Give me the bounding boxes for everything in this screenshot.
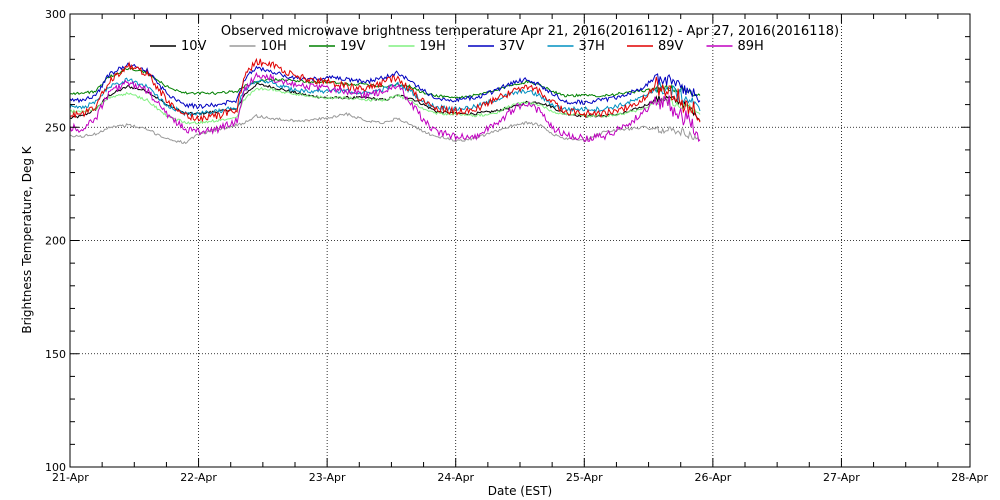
legend-label-19H: 19H bbox=[420, 39, 446, 54]
series-line-89V bbox=[69, 57, 701, 123]
series-line-37H bbox=[69, 77, 701, 117]
grid-lines bbox=[70, 14, 970, 467]
x-tick-label: 25-Apr bbox=[566, 471, 603, 484]
x-tick-label: 28-Apr bbox=[951, 471, 988, 484]
y-tick-labels: 100 150 200 250 300 bbox=[45, 8, 66, 474]
legend-label-19V: 19V bbox=[340, 39, 366, 54]
axis-ticks bbox=[69, 13, 971, 468]
series-line-10V bbox=[69, 82, 701, 122]
series-lines bbox=[69, 57, 701, 145]
x-tick-label: 24-Apr bbox=[437, 471, 474, 484]
y-tick-label: 200 bbox=[45, 235, 66, 248]
legend-label-89H: 89H bbox=[738, 39, 764, 54]
x-tick-label: 23-Apr bbox=[309, 471, 346, 484]
y-axis-label: Brightness Temperature, Deg K bbox=[20, 145, 34, 333]
legend-label-10V: 10V bbox=[181, 39, 207, 54]
series-line-19H bbox=[69, 86, 701, 125]
y-tick-label: 150 bbox=[45, 348, 66, 361]
series-line-19V bbox=[69, 67, 701, 99]
legend: 10V 10H 19V 19H 37V 37H 89V 89H bbox=[150, 39, 764, 54]
y-tick-label: 100 bbox=[45, 461, 66, 474]
legend-label-89V: 89V bbox=[658, 39, 684, 54]
x-tick-labels: 21-Apr 22-Apr 23-Apr 24-Apr 25-Apr 26-Apr 27-A… bbox=[52, 471, 988, 484]
legend-label-37H: 37H bbox=[579, 39, 605, 54]
chart-title: Observed microwave brightness temperatur… bbox=[221, 24, 839, 39]
x-tick-label: 22-Apr bbox=[180, 471, 217, 484]
legend-label-37V: 37V bbox=[499, 39, 525, 54]
y-tick-label: 300 bbox=[45, 8, 66, 21]
y-tick-label: 250 bbox=[45, 121, 66, 134]
legend-label-10H: 10H bbox=[261, 39, 287, 54]
x-tick-label: 27-Apr bbox=[823, 471, 860, 484]
series-line-37V bbox=[69, 62, 701, 110]
x-axis-label: Date (EST) bbox=[488, 484, 552, 498]
series-line-89H bbox=[69, 71, 701, 143]
x-tick-label: 21-Apr bbox=[52, 471, 89, 484]
x-tick-label: 26-Apr bbox=[694, 471, 731, 484]
